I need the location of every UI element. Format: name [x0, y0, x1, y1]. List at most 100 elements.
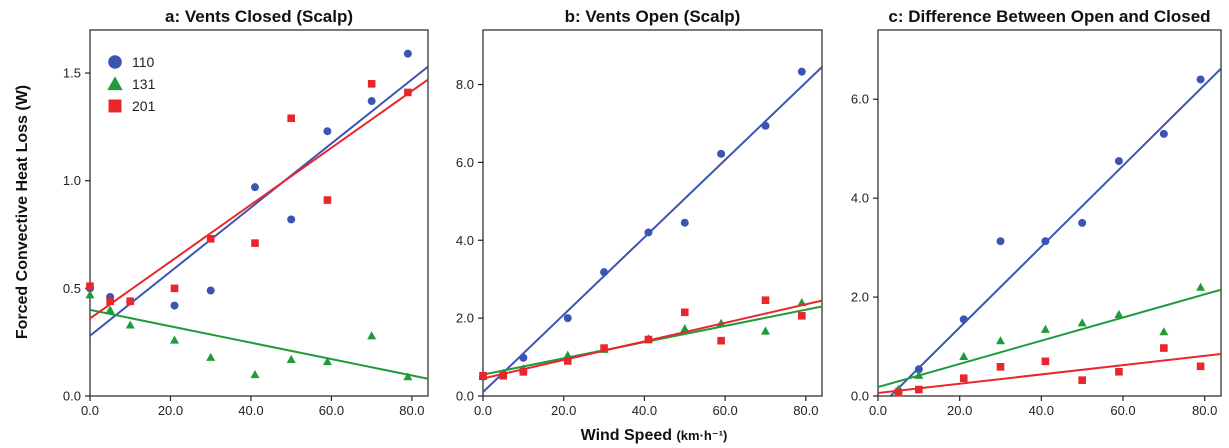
data-point-201: [761, 296, 770, 305]
x-tick-label: 0.0: [869, 403, 887, 418]
x-tick-label: 60.0: [1110, 403, 1135, 418]
series-201: [878, 344, 1221, 397]
x-axis-label-main: Wind Speed: [581, 427, 677, 444]
legend: 110 131 201: [107, 54, 156, 114]
series-201: [86, 78, 428, 320]
fit-line-201: [878, 352, 1221, 395]
data-point-201: [1196, 362, 1205, 371]
data-point-131: [914, 370, 924, 379]
x-tick-label: 80.0: [1192, 403, 1217, 418]
fit-line-131: [878, 288, 1221, 389]
data-point-110: [996, 237, 1005, 246]
data-point-110: [959, 315, 968, 324]
x-tick-label: 0.0: [474, 403, 492, 418]
data-point-110: [563, 314, 572, 323]
data-point-131: [1114, 309, 1124, 318]
data-point-201: [996, 363, 1005, 371]
y-tick-label: 0.0: [63, 389, 81, 404]
panel-a: a: Vents Closed (Scalp) 0.0 20.0 40.0 60.0 80…: [63, 7, 429, 418]
data-point-110: [170, 301, 179, 310]
data-point-110: [1196, 75, 1205, 84]
data-point-201: [644, 335, 653, 344]
data-point-131: [85, 290, 95, 299]
series-201: [479, 296, 822, 380]
fit-line-110: [483, 66, 822, 393]
data-point-131: [403, 372, 413, 381]
data-point-201: [1078, 376, 1086, 384]
data-point-201: [206, 235, 215, 243]
y-tick-label: 4.0: [456, 233, 474, 248]
data-point-201: [479, 371, 487, 380]
y-tick-label: 0.0: [851, 389, 869, 404]
y-tick-label: 2.0: [851, 290, 869, 305]
data-point-110: [1114, 157, 1123, 166]
data-point-201: [519, 368, 528, 376]
data-point-110: [600, 268, 609, 277]
data-point-110: [323, 127, 332, 136]
plot-frame: [877, 29, 1222, 397]
data-point-201: [959, 374, 968, 382]
data-point-201: [680, 308, 689, 317]
data-point-201: [499, 371, 507, 380]
data-point-110: [250, 183, 259, 192]
data-point-131: [563, 350, 573, 359]
legend-marker-201: [108, 99, 122, 113]
data-point-131: [250, 369, 260, 379]
x-tick-label: 80.0: [399, 403, 424, 418]
data-point-201: [367, 80, 376, 88]
x-axis-label: Wind Speed (km·h⁻¹): [581, 427, 728, 444]
data-point-131: [680, 324, 690, 333]
panel-title: c: Difference Between Open and Closed: [888, 7, 1210, 26]
legend-label-110: 110: [132, 54, 155, 70]
data-point-110: [761, 121, 770, 130]
legend-marker-131: [107, 76, 123, 91]
series-131: [878, 282, 1221, 393]
data-point-131: [996, 336, 1005, 345]
panels: a: Vents Closed (Scalp) 0.0 20.0 40.0 60.0 80…: [63, 7, 1222, 418]
data-point-201: [798, 311, 806, 320]
data-point-201: [170, 284, 179, 293]
data-point-131: [367, 331, 377, 340]
x-tick-label: 40.0: [1029, 403, 1054, 418]
y-tick-label: 4.0: [851, 191, 869, 206]
data-point-201: [404, 88, 412, 97]
data-point-110: [1041, 237, 1050, 246]
data-point-110: [680, 218, 689, 227]
data-point-201: [1160, 344, 1168, 352]
data-point-131: [761, 326, 770, 335]
fit-line-131: [90, 308, 428, 380]
data-point-201: [106, 297, 114, 306]
data-point-201: [563, 357, 572, 365]
data-point-110: [519, 353, 528, 362]
data-point-110: [1078, 218, 1087, 227]
series-110: [86, 49, 428, 337]
plot-frame: [482, 29, 823, 397]
y-tick-label: 0.0: [456, 389, 474, 404]
data-point-131: [1077, 318, 1087, 327]
x-tick-label: 80.0: [793, 403, 818, 418]
y-tick-label: 0.5: [63, 281, 81, 296]
panel-title: a: Vents Closed (Scalp): [165, 7, 353, 26]
legend-label-131: 131: [132, 76, 156, 92]
plot-frame: [89, 29, 429, 397]
fit-line-201: [90, 78, 428, 320]
data-point-131: [125, 320, 135, 329]
x-tick-label: 20.0: [158, 403, 183, 418]
legend-label-201: 201: [132, 98, 156, 114]
x-tick-label: 20.0: [947, 403, 972, 418]
x-tick-label: 0.0: [81, 403, 99, 418]
series-110: [889, 67, 1221, 396]
data-point-201: [86, 282, 94, 290]
data-point-131: [1040, 324, 1050, 333]
data-point-110: [914, 365, 923, 374]
panel-b: b: Vents Open (Scalp) 0.0 20.0 40.0 60.0 80.0…: [456, 7, 823, 418]
y-tick-label: 1.0: [63, 173, 81, 188]
panel-title: b: Vents Open (Scalp): [565, 7, 741, 26]
data-point-201: [287, 114, 295, 123]
data-point-110: [717, 149, 726, 158]
data-point-110: [797, 67, 806, 76]
x-tick-label: 40.0: [632, 403, 657, 418]
data-point-131: [286, 354, 296, 363]
data-point-201: [915, 385, 923, 394]
fit-line-201: [483, 299, 822, 380]
